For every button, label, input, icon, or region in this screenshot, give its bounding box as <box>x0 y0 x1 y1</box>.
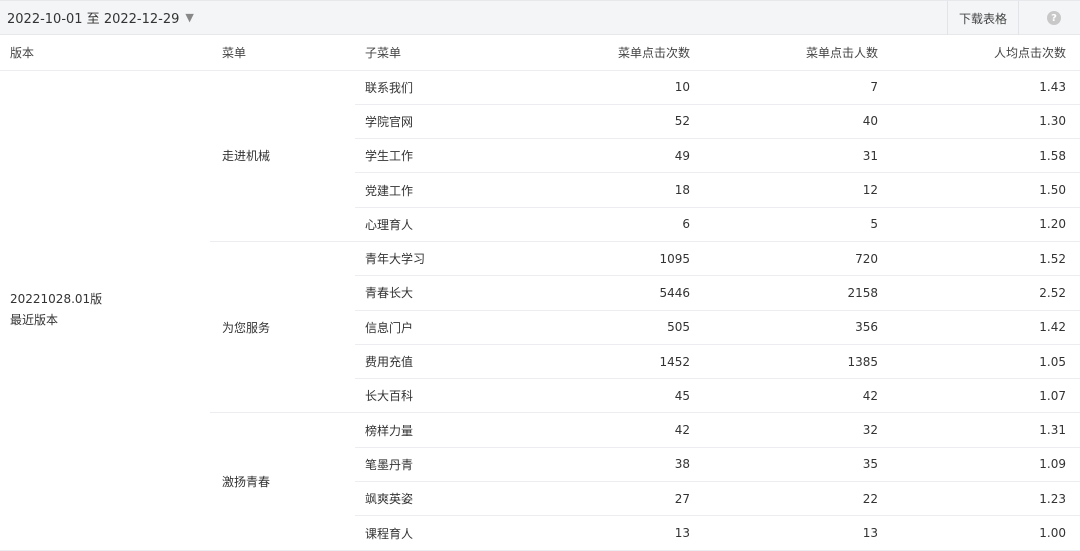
avg-cell: 1.43 <box>892 70 1080 105</box>
question-circle-icon[interactable]: ? <box>1047 11 1061 25</box>
clicks-cell: 5446 <box>500 275 704 311</box>
submenu-cell: 学生工作 <box>355 138 500 174</box>
avg-cell: 1.05 <box>892 344 1080 380</box>
table-row: 心理育人 6 5 1.20 <box>0 207 1080 242</box>
table-row: 长大百科 45 42 1.07 <box>0 378 1080 414</box>
avg-cell: 1.30 <box>892 104 1080 140</box>
table-row: 笔墨丹青 38 35 1.09 <box>0 447 1080 483</box>
submenu-cell: 青年大学习 <box>355 241 500 277</box>
avg-cell: 1.52 <box>892 241 1080 277</box>
users-cell: 35 <box>704 447 892 483</box>
users-cell: 720 <box>704 241 892 277</box>
table-row: 费用充值 1452 1385 1.05 <box>0 344 1080 380</box>
table-row: 学院官网 52 40 1.30 <box>0 104 1080 140</box>
users-cell: 31 <box>704 138 892 174</box>
clicks-cell: 1452 <box>500 344 704 380</box>
submenu-cell: 笔墨丹青 <box>355 447 500 483</box>
clicks-cell: 1095 <box>500 241 704 277</box>
table-row: 课程育人 13 13 1.00 <box>0 515 1080 551</box>
avg-cell: 1.58 <box>892 138 1080 174</box>
users-cell: 40 <box>704 104 892 140</box>
clicks-cell: 45 <box>500 378 704 414</box>
download-table-button[interactable]: 下载表格 <box>947 1 1019 35</box>
submenu-cell: 课程育人 <box>355 515 500 551</box>
header-clicks: 菜单点击次数 <box>500 35 704 71</box>
clicks-cell: 38 <box>500 447 704 483</box>
avg-cell: 1.09 <box>892 447 1080 483</box>
avg-cell: 2.52 <box>892 275 1080 311</box>
avg-cell: 1.20 <box>892 207 1080 242</box>
table-row: 飒爽英姿 27 22 1.23 <box>0 481 1080 517</box>
submenu-cell: 联系我们 <box>355 70 500 105</box>
submenu-cell: 榜样力量 <box>355 412 500 448</box>
table-row: 党建工作 18 12 1.50 <box>0 172 1080 208</box>
users-cell: 22 <box>704 481 892 517</box>
table-row: 学生工作 49 31 1.58 <box>0 138 1080 174</box>
users-cell: 2158 <box>704 275 892 311</box>
users-cell: 5 <box>704 207 892 242</box>
submenu-cell: 青春长大 <box>355 275 500 311</box>
header-users: 菜单点击人数 <box>704 35 892 71</box>
clicks-cell: 505 <box>500 310 704 345</box>
avg-cell: 1.07 <box>892 378 1080 414</box>
submenu-cell: 学院官网 <box>355 104 500 140</box>
header-submenu: 子菜单 <box>355 35 500 71</box>
menu-cell: 走进机械 <box>210 70 355 242</box>
date-range-picker[interactable]: 2022-10-01 至 2022-12-29 ▼ <box>0 8 194 27</box>
version-cell: 20221028.01版 最近版本 <box>0 70 210 551</box>
table-header-row: 版本 菜单 子菜单 菜单点击次数 菜单点击人数 人均点击次数 <box>0 35 1080 71</box>
users-cell: 13 <box>704 515 892 551</box>
submenu-cell: 费用充值 <box>355 344 500 380</box>
avg-cell: 1.31 <box>892 412 1080 448</box>
users-cell: 7 <box>704 70 892 105</box>
menu-cell: 为您服务 <box>210 241 355 414</box>
table-row: 信息门户 505 356 1.42 <box>0 310 1080 345</box>
version-name: 20221028.01版 <box>10 292 103 307</box>
submenu-cell: 长大百科 <box>355 378 500 414</box>
menu-cell: 激扬青春 <box>210 412 355 551</box>
header-avg: 人均点击次数 <box>892 35 1080 71</box>
avg-cell: 1.50 <box>892 172 1080 208</box>
users-cell: 42 <box>704 378 892 414</box>
header-menu: 菜单 <box>210 35 355 71</box>
clicks-cell: 52 <box>500 104 704 140</box>
submenu-cell: 心理育人 <box>355 207 500 242</box>
clicks-cell: 6 <box>500 207 704 242</box>
clicks-cell: 49 <box>500 138 704 174</box>
date-range-text: 2022-10-01 至 2022-12-29 <box>7 12 180 27</box>
table-row: 为您服务 青年大学习 1095 720 1.52 <box>0 241 1080 414</box>
version-note: 最近版本 <box>10 313 59 328</box>
table-row: 20221028.01版 最近版本 走进机械 联系我们 10 7 1.43 <box>0 70 1080 551</box>
clicks-cell: 27 <box>500 481 704 517</box>
toolbar: 2022-10-01 至 2022-12-29 ▼ 下载表格 ? <box>0 0 1080 35</box>
menu-stats-table: 版本 菜单 子菜单 菜单点击次数 菜单点击人数 人均点击次数 20221028.… <box>0 35 1080 551</box>
clicks-cell: 13 <box>500 515 704 551</box>
users-cell: 12 <box>704 172 892 208</box>
submenu-cell: 飒爽英姿 <box>355 481 500 517</box>
avg-cell: 1.23 <box>892 481 1080 517</box>
clicks-cell: 10 <box>500 70 704 105</box>
submenu-cell: 党建工作 <box>355 172 500 208</box>
header-version: 版本 <box>0 35 210 71</box>
caret-down-icon: ▼ <box>185 11 194 24</box>
clicks-cell: 18 <box>500 172 704 208</box>
table-row: 激扬青春 榜样力量 42 32 1.31 <box>0 412 1080 551</box>
users-cell: 356 <box>704 310 892 345</box>
users-cell: 32 <box>704 412 892 448</box>
avg-cell: 1.00 <box>892 515 1080 551</box>
table-row: 青春长大 5446 2158 2.52 <box>0 275 1080 311</box>
avg-cell: 1.42 <box>892 310 1080 345</box>
submenu-cell: 信息门户 <box>355 310 500 345</box>
users-cell: 1385 <box>704 344 892 380</box>
clicks-cell: 42 <box>500 412 704 448</box>
